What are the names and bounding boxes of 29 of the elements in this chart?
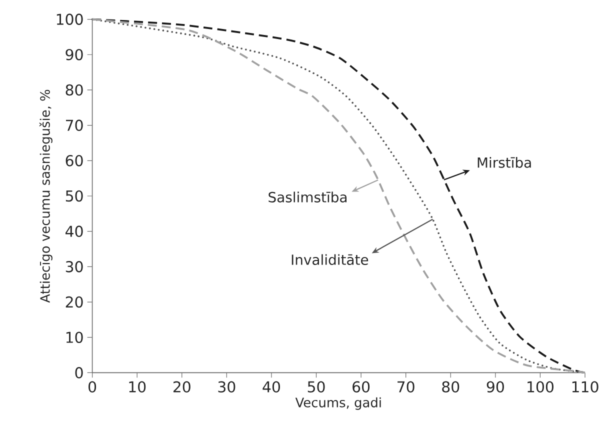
x-tick-label: 90 xyxy=(486,381,504,393)
y-tick-label: 10 xyxy=(66,332,83,344)
x-tick-label: 60 xyxy=(352,381,370,393)
x-tick-label: 20 xyxy=(173,381,190,393)
x-tick-label: 40 xyxy=(262,381,280,393)
x-axis-title: Vecums, gadi xyxy=(295,397,381,410)
y-tick-label: 70 xyxy=(66,120,83,131)
y-tick-label: 40 xyxy=(66,226,83,237)
y-tick-label: 90 xyxy=(66,48,83,60)
legend-label: Saslimstība xyxy=(268,192,347,202)
y-tick-label: 80 xyxy=(66,84,83,96)
line-series xyxy=(91,18,586,374)
x-tick-label: 0 xyxy=(88,381,96,393)
text: Mirstība xyxy=(478,157,531,168)
x-tick-label: 110 xyxy=(572,381,598,393)
x-tick-label: 10 xyxy=(129,381,146,393)
y-tick-label: 0 xyxy=(75,367,83,378)
x-tick-label: 100 xyxy=(528,381,554,393)
y-tick-label: 50 xyxy=(66,190,83,202)
y-tick-label: 30 xyxy=(66,261,83,272)
x-tick-label: 30 xyxy=(218,381,236,393)
y-tick-label: 20 xyxy=(66,296,83,308)
legend-label: Invaliditāte xyxy=(292,254,368,266)
y-tick-label: 100 xyxy=(56,14,83,25)
y-tick-label: 60 xyxy=(66,155,83,166)
x-tick-label: 70 xyxy=(398,381,414,393)
y-axis-title: Attiecīgo vecumu sasniegušie, % xyxy=(39,90,52,303)
x-tick-label: 80 xyxy=(442,381,460,393)
x-tick-label: 50 xyxy=(308,381,325,393)
